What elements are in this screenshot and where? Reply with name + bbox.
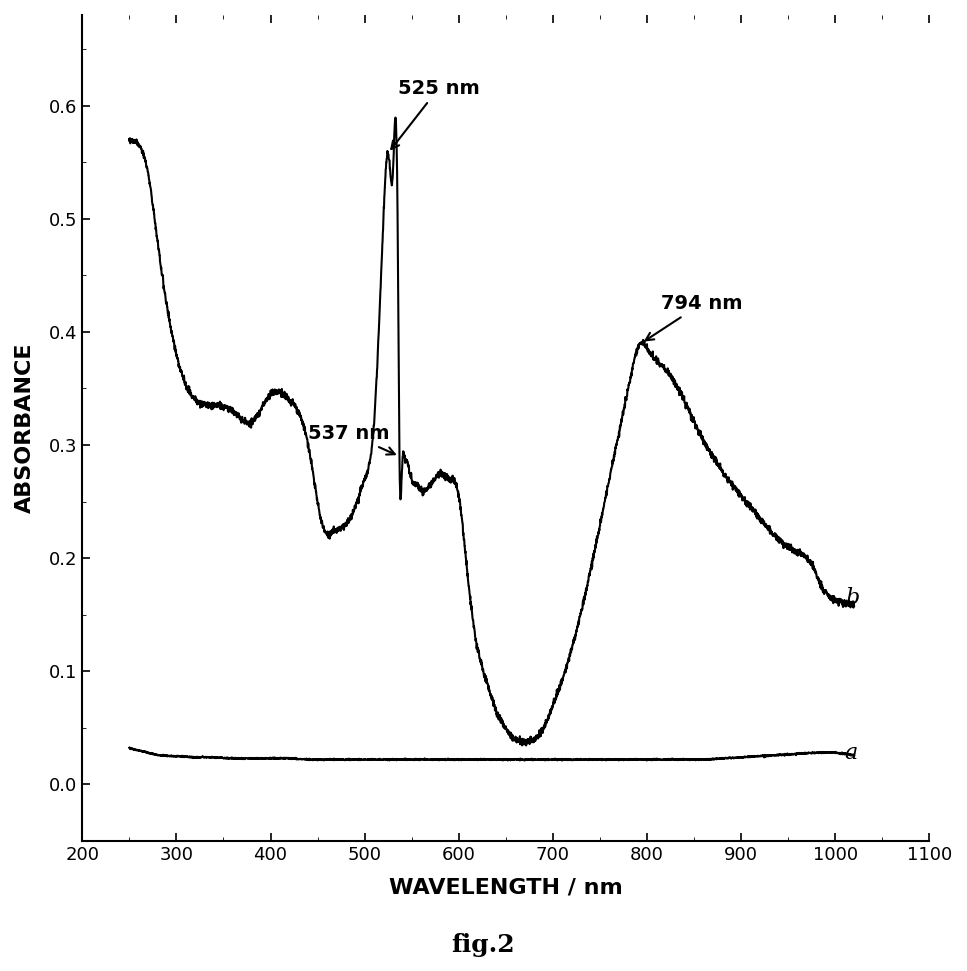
Text: b: b [844, 586, 859, 609]
Text: 794 nm: 794 nm [646, 294, 743, 341]
Text: 537 nm: 537 nm [308, 424, 395, 454]
Y-axis label: ABSORBANCE: ABSORBANCE [15, 343, 35, 514]
Text: a: a [844, 742, 858, 764]
Text: fig.2: fig.2 [452, 932, 515, 956]
Text: 525 nm: 525 nm [392, 79, 480, 149]
X-axis label: WAVELENGTH / nm: WAVELENGTH / nm [389, 878, 623, 898]
